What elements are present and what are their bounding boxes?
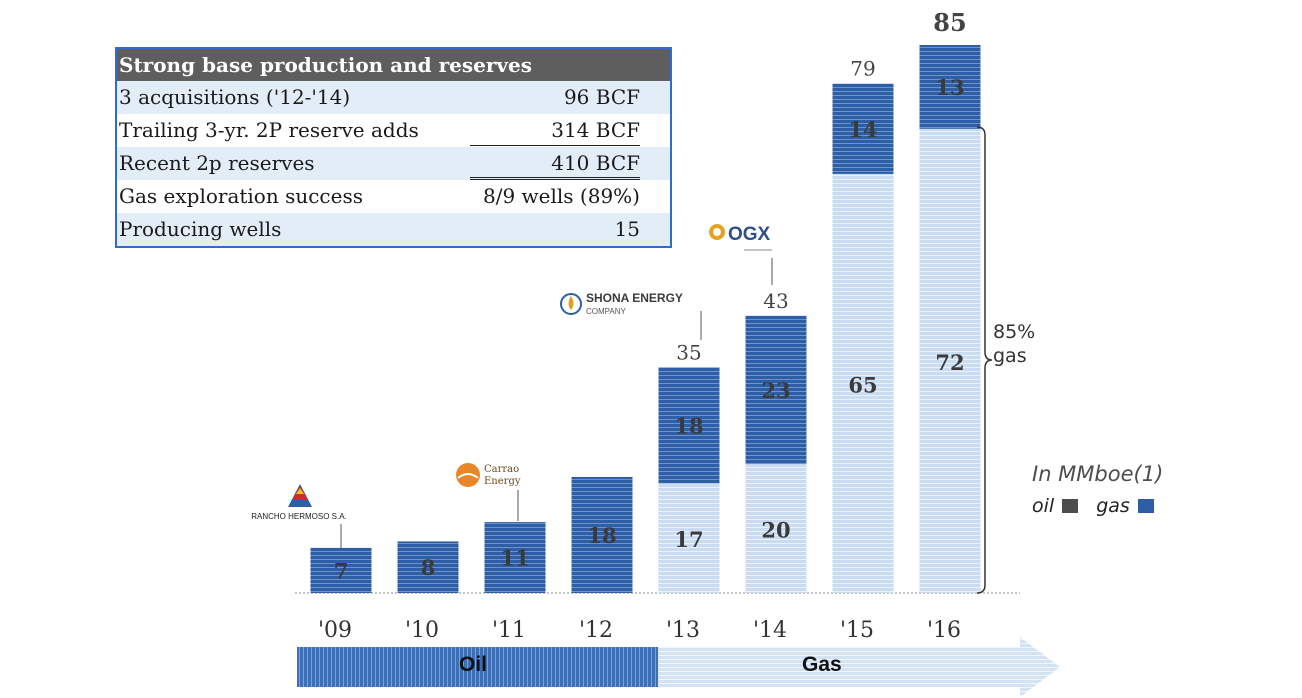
legend-gas-label: gas <box>1096 495 1130 517</box>
gas-share-word: gas <box>993 345 1027 367</box>
bar-total-4: 35 <box>676 340 701 364</box>
x-tick-label-3: '12 <box>579 618 613 643</box>
bar-gas-4 <box>658 483 720 593</box>
bar-oil-6 <box>832 83 894 174</box>
bar-gas-label-6: 65 <box>848 372 877 397</box>
row-value: 314 BCF <box>551 118 640 142</box>
bar-oil-label-5: 23 <box>761 378 790 403</box>
bar-oil-1 <box>397 541 459 593</box>
bar-oil-label-6: 14 <box>848 117 877 142</box>
x-tick-label-2: '11 <box>492 618 526 643</box>
bar-oil-label-3: 18 <box>587 523 616 548</box>
row-label: Producing wells <box>119 217 282 241</box>
x-tick-label-0: '09 <box>318 618 352 643</box>
legend-oil-label: oil <box>1032 495 1055 517</box>
row-value: 15 <box>614 217 640 241</box>
bar-oil-0 <box>310 547 372 593</box>
phase-gas-label: Gas <box>802 653 842 676</box>
bar-gas-label-7: 72 <box>935 350 964 375</box>
legend: oil gas <box>1032 495 1172 517</box>
bar-total-7: 85 <box>933 8 966 37</box>
gas-phase-arrowhead <box>658 637 1060 697</box>
x-tick-label-4: '13 <box>666 618 700 643</box>
table-row: Trailing 3-yr. 2P reserve adds 314 BCF <box>117 114 670 147</box>
carrao-wave-icon <box>457 473 479 479</box>
bar-oil-4 <box>658 367 720 484</box>
legend-gas-swatch <box>1137 499 1154 513</box>
shona-energy-logo: SHONA ENERGY COMPANY <box>560 291 702 340</box>
row-label: 3 acquisitions ('12-'14) <box>119 85 351 109</box>
rancho-hermoso-logo: RANCHO HERMOSO S.A. <box>251 484 347 548</box>
row-label: Recent 2p reserves <box>119 151 315 175</box>
bar-oil-label-2: 11 <box>500 546 529 571</box>
oil-phase-band <box>297 647 658 687</box>
summary-table: Strong base production and reserves 3 ac… <box>115 47 672 248</box>
row-label: Gas exploration success <box>119 184 363 208</box>
row-value: 8/9 wells (89%) <box>483 184 640 208</box>
shona-label-line1: SHONA ENERGY <box>586 291 683 305</box>
carrao-label-line2: Energy <box>484 476 521 487</box>
gas-share-annotation: 85% gas <box>993 320 1035 368</box>
bar-oil-5 <box>745 315 807 465</box>
gas-share-percent: 85% <box>993 321 1036 343</box>
ogx-label: OGX <box>728 224 771 245</box>
rancho-sun-icon <box>296 488 304 494</box>
bar-oil-label-0: 7 <box>334 558 349 583</box>
bar-gas-label-4: 17 <box>674 527 703 552</box>
bar-labels-group: 7 8 11 18 17 18 20 23 65 14 72 13 <box>334 75 965 584</box>
shona-ring-icon <box>560 293 582 315</box>
x-tick-label-6: '15 <box>840 618 874 643</box>
table-row: 3 acquisitions ('12-'14) 96 BCF <box>117 81 670 114</box>
table-row: Recent 2p reserves 410 BCF <box>117 147 670 180</box>
ogx-sun-core-icon <box>713 228 721 236</box>
bar-oil-7 <box>919 45 981 129</box>
carrao-label-line1: Carrao <box>484 464 519 475</box>
x-tick-label-5: '14 <box>753 618 787 643</box>
gas-share-bracket <box>976 126 993 594</box>
row-value: 410 BCF <box>551 151 640 175</box>
shona-label-line2: COMPANY <box>586 307 627 316</box>
unit-note: In MMboe(1) <box>1032 462 1164 486</box>
bar-oil-3 <box>571 476 633 593</box>
summary-table-header: Strong base production and reserves <box>117 49 670 81</box>
shona-drop-icon <box>568 296 574 310</box>
rancho-hermoso-label: RANCHO HERMOSO S.A. <box>251 512 347 521</box>
bar-oil-label-1: 8 <box>421 555 436 580</box>
bars-group <box>310 45 981 594</box>
bar-oil-label-7: 13 <box>935 75 964 100</box>
ogx-logo: OGX <box>709 224 773 285</box>
bar-gas-6 <box>832 173 894 594</box>
carrao-energy-logo: Carrao Energy <box>456 463 521 521</box>
x-tick-labels-group: '09 '10 '11 '12 '13 '14 '15 '16 <box>318 618 961 643</box>
bar-gas-label-5: 20 <box>761 518 790 543</box>
totals-group: 35 43 79 85 <box>676 8 966 364</box>
table-row: Producing wells 15 <box>117 213 670 246</box>
phase-arrow <box>297 637 1060 697</box>
phase-oil-label: Oil <box>459 653 488 676</box>
bar-total-5: 43 <box>763 289 788 313</box>
bar-oil-label-4: 18 <box>674 413 703 438</box>
bar-total-6: 79 <box>850 57 875 81</box>
table-row: Gas exploration success 8/9 wells (89%) <box>117 180 670 213</box>
x-tick-label-1: '10 <box>405 618 439 643</box>
bar-oil-2 <box>484 522 546 593</box>
x-tick-label-7: '16 <box>927 618 961 643</box>
row-value: 96 BCF <box>563 85 640 109</box>
bar-gas-7 <box>919 128 981 593</box>
row-label: Trailing 3-yr. 2P reserve adds <box>119 118 419 142</box>
bar-gas-5 <box>745 464 807 593</box>
legend-oil-swatch <box>1062 499 1079 513</box>
